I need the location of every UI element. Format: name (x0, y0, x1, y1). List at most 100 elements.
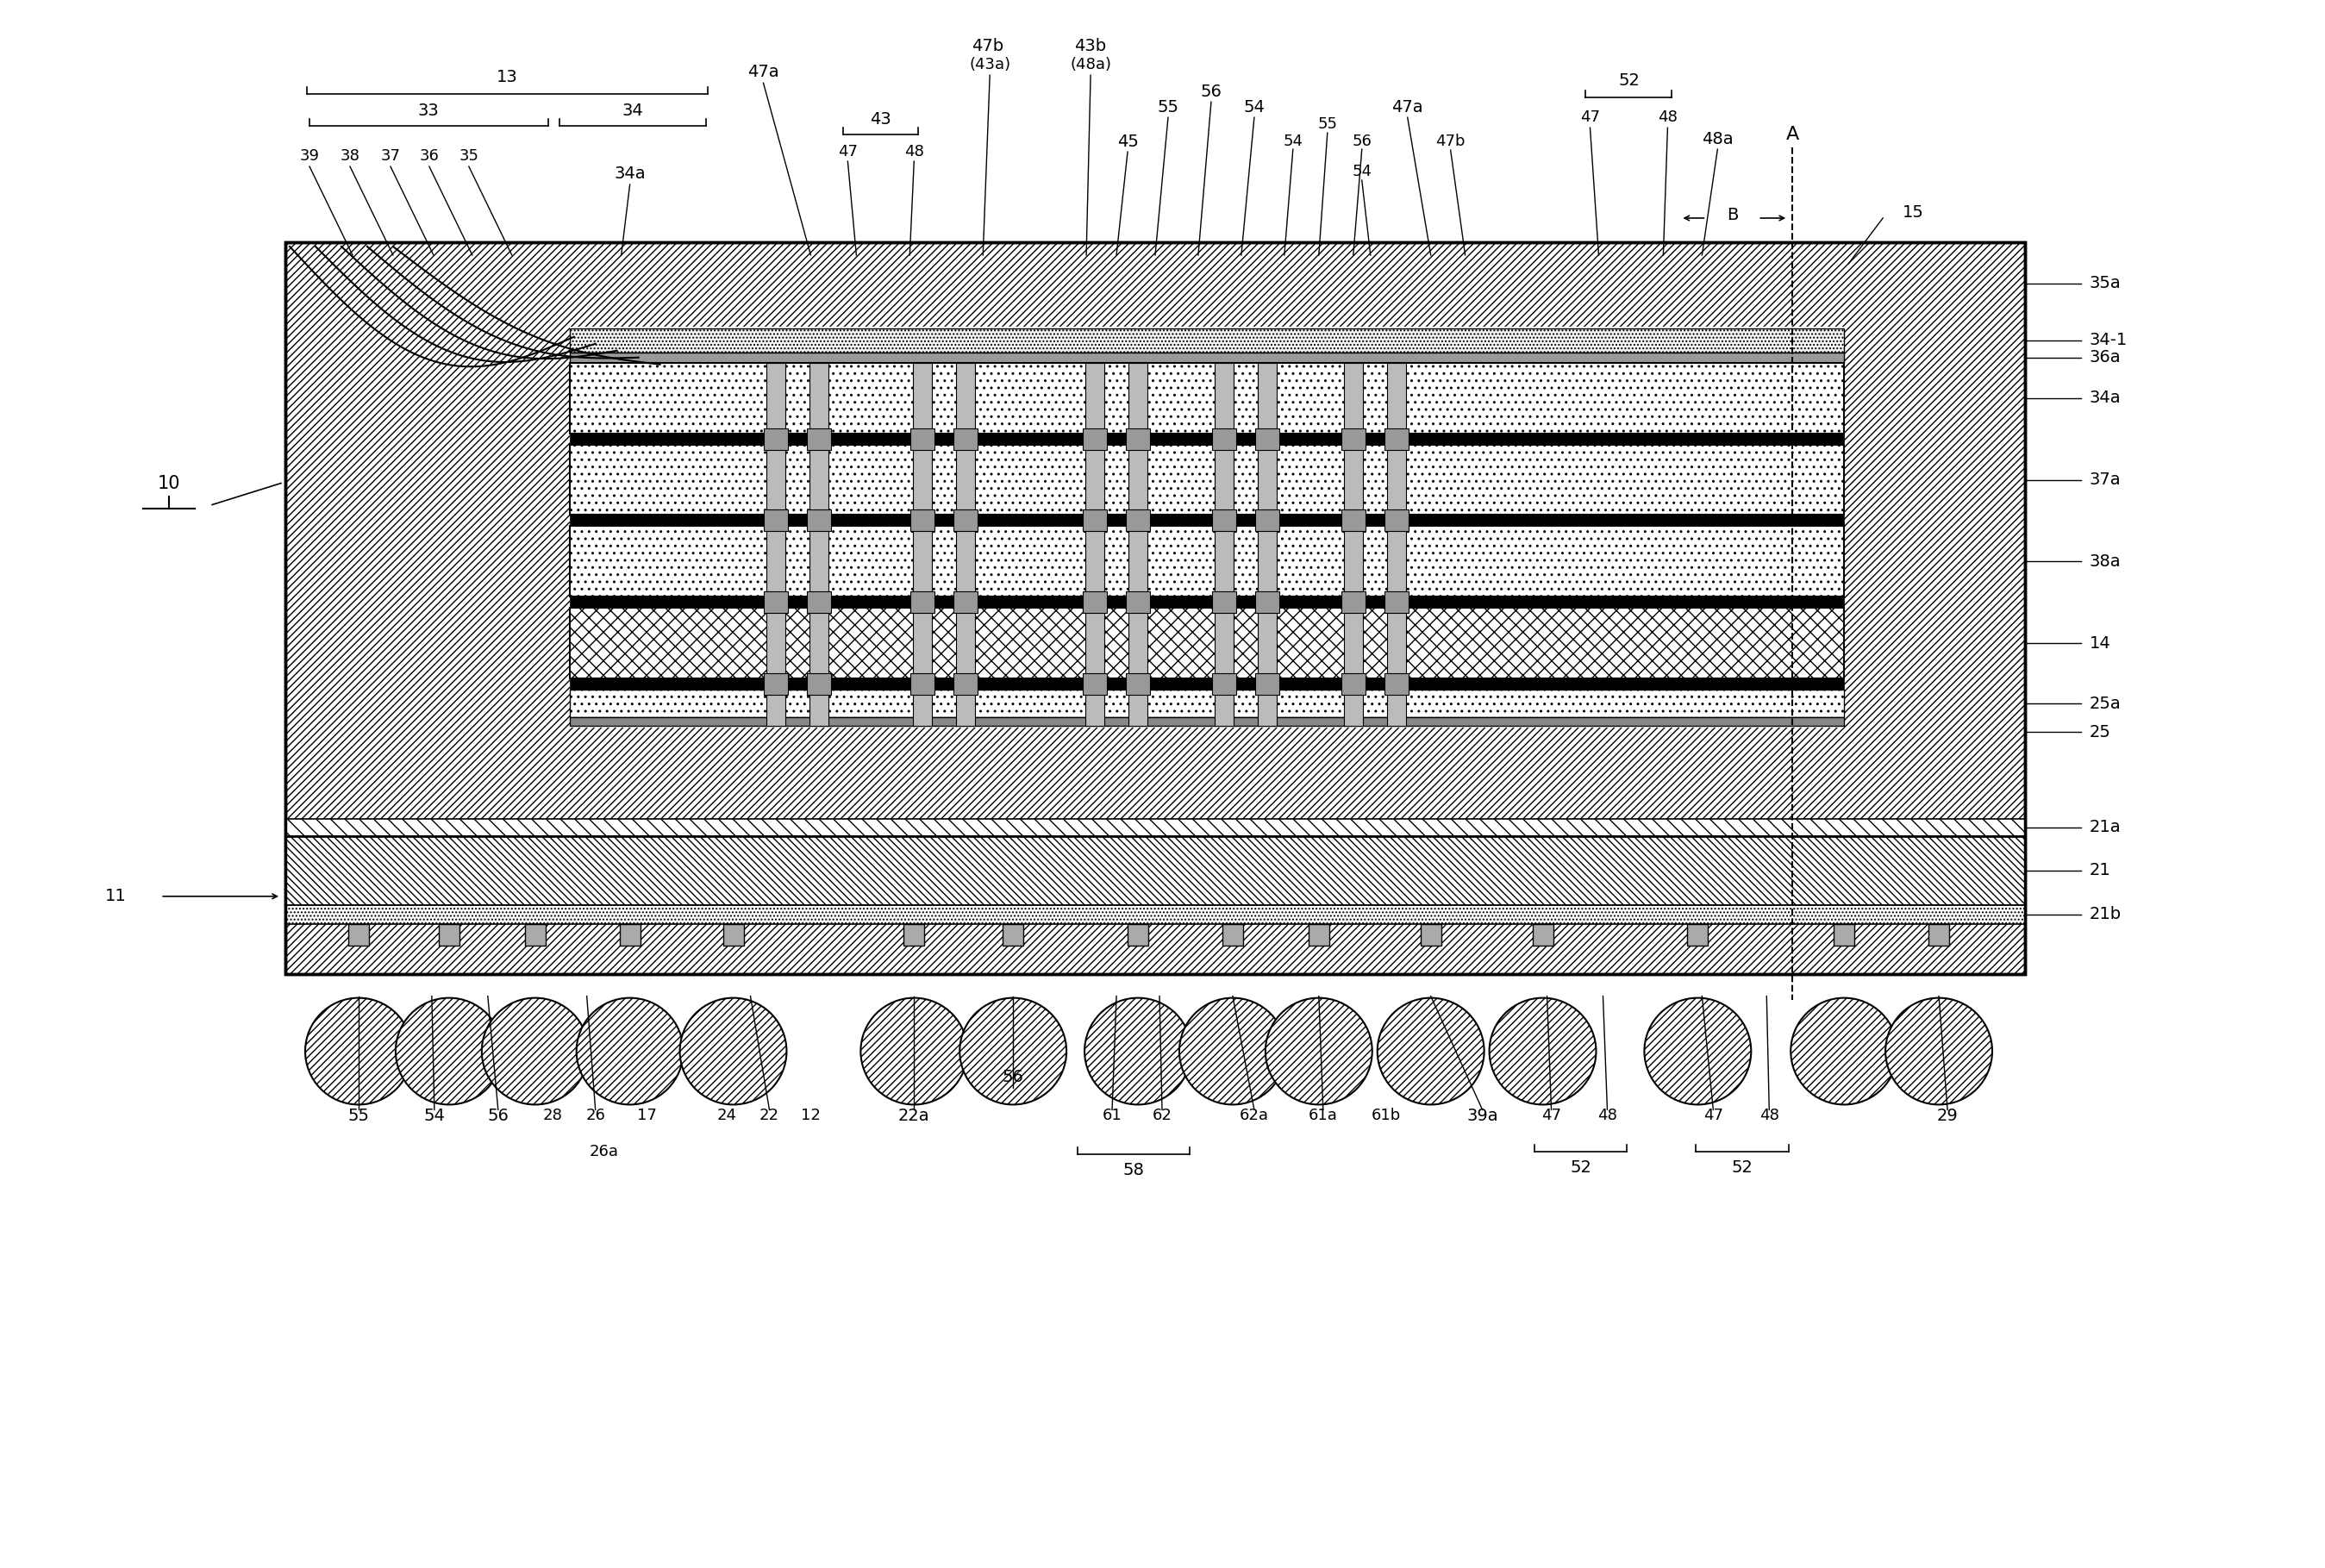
Bar (286, 241, 2025, 974)
Bar (286, 836, 2025, 905)
Text: 22: 22 (760, 1109, 779, 1124)
Circle shape (1490, 997, 1595, 1104)
Bar (1383, 673, 1409, 695)
Text: (43a): (43a) (970, 56, 1011, 72)
Bar (765, 428, 788, 450)
Text: 47: 47 (1581, 110, 1600, 125)
Text: 12: 12 (800, 1109, 821, 1124)
Circle shape (481, 997, 588, 1104)
Bar (911, 428, 935, 450)
Text: 48: 48 (1760, 1109, 1779, 1124)
Bar (1086, 362, 1104, 726)
Circle shape (305, 997, 412, 1104)
Bar (1256, 510, 1279, 532)
Bar (525, 924, 546, 946)
Text: 36a: 36a (2090, 350, 2120, 365)
Text: 37a: 37a (2090, 472, 2120, 488)
Text: 56: 56 (1200, 83, 1223, 100)
Text: 55: 55 (349, 1107, 370, 1124)
Bar (1342, 510, 1365, 532)
Text: 62: 62 (1153, 1109, 1172, 1124)
Bar (1309, 924, 1330, 946)
Bar (953, 510, 979, 532)
Bar (1386, 362, 1407, 726)
Bar (1211, 591, 1237, 613)
Bar (1223, 924, 1244, 946)
Text: 47a: 47a (1393, 99, 1423, 116)
Text: 48: 48 (904, 144, 923, 160)
Bar (911, 510, 935, 532)
Bar (570, 444, 1844, 514)
Bar (953, 428, 979, 450)
Bar (956, 362, 974, 726)
Text: (48a): (48a) (1070, 56, 1111, 72)
Bar (1125, 591, 1151, 613)
Circle shape (679, 997, 786, 1104)
Text: 15: 15 (1902, 204, 1923, 220)
Bar (1256, 591, 1279, 613)
Text: 35: 35 (458, 149, 479, 165)
Text: 22a: 22a (897, 1107, 930, 1124)
Text: 48: 48 (1658, 110, 1676, 125)
Circle shape (1790, 997, 1897, 1104)
Text: 25a: 25a (2090, 695, 2120, 712)
Text: 21: 21 (2090, 862, 2111, 878)
Bar (953, 591, 979, 613)
Bar (1421, 924, 1441, 946)
Text: 11: 11 (105, 887, 126, 905)
Bar (1083, 673, 1107, 695)
Bar (570, 328, 1844, 353)
Text: 52: 52 (1732, 1159, 1753, 1176)
Bar (1211, 428, 1237, 450)
Text: 36: 36 (418, 149, 439, 165)
Bar (1383, 510, 1409, 532)
Bar (1128, 362, 1149, 726)
Text: 47b: 47b (1437, 133, 1465, 149)
Text: 10: 10 (158, 475, 181, 492)
Bar (1211, 510, 1237, 532)
Bar (1344, 362, 1362, 726)
Bar (1383, 591, 1409, 613)
Text: 26: 26 (586, 1109, 604, 1124)
Bar (953, 673, 979, 695)
Text: 45: 45 (1116, 133, 1139, 149)
Bar (1002, 924, 1023, 946)
Text: 43b: 43b (1074, 38, 1107, 55)
Circle shape (1265, 997, 1372, 1104)
Bar (807, 428, 832, 450)
Text: 47: 47 (837, 144, 858, 160)
Text: 56: 56 (1002, 1069, 1023, 1085)
Bar (618, 924, 639, 946)
Text: 56: 56 (488, 1107, 509, 1124)
Text: 47: 47 (1704, 1109, 1723, 1124)
Circle shape (577, 997, 684, 1104)
Text: 52: 52 (1618, 72, 1639, 88)
Bar (1342, 673, 1365, 695)
Text: 39a: 39a (1467, 1107, 1497, 1124)
Text: 38a: 38a (2090, 554, 2120, 569)
Text: 21a: 21a (2090, 818, 2120, 836)
Bar (1083, 510, 1107, 532)
Text: 26a: 26a (588, 1145, 618, 1160)
Text: 55: 55 (1318, 116, 1337, 132)
Bar (1258, 362, 1276, 726)
Text: 25: 25 (2090, 724, 2111, 740)
Bar (1256, 673, 1279, 695)
Bar (570, 597, 1844, 608)
Text: 14: 14 (2090, 635, 2111, 651)
Bar (911, 673, 935, 695)
Bar (1083, 591, 1107, 613)
Text: 61: 61 (1102, 1109, 1123, 1124)
Bar (807, 591, 832, 613)
Circle shape (1179, 997, 1286, 1104)
Bar (1383, 428, 1409, 450)
Bar (767, 362, 786, 726)
Text: 34a: 34a (2090, 390, 2120, 406)
Text: 34-1: 34-1 (2090, 332, 2127, 348)
Bar (807, 510, 832, 532)
Bar (570, 362, 1844, 433)
Bar (807, 673, 832, 695)
Bar (1214, 362, 1235, 726)
Text: 55: 55 (1158, 99, 1179, 116)
Bar (914, 362, 932, 726)
